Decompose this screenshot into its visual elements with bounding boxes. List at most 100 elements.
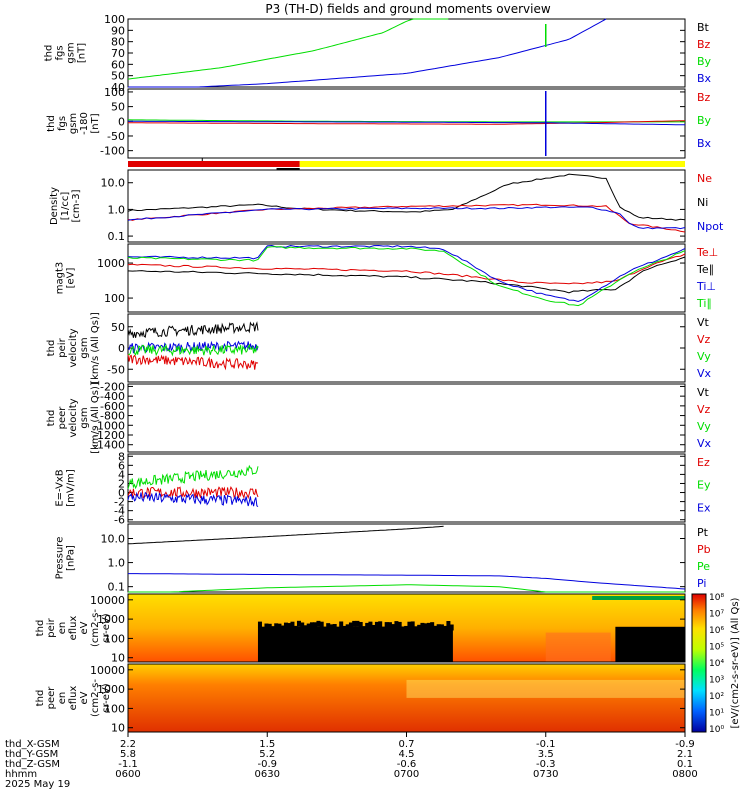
colorbar-tick-label: 10² [709, 692, 724, 702]
mode-bar-segment [128, 161, 300, 167]
series-Pe-line [128, 584, 685, 593]
legend-entry: Npot [697, 220, 724, 233]
series-Pt-line [127, 525, 444, 545]
panel-density: 10.0 1.0 0.1 Density [1/cc] [cm-3] Ne Ni Npot [49, 169, 724, 243]
y-tick-label: 100 [104, 13, 125, 26]
spectrogram-gap-edge [394, 621, 399, 628]
series-Ti∥-line [127, 246, 686, 307]
panel-frame [127, 523, 686, 593]
y-tick-label: 6 [118, 459, 125, 472]
legend-entry: Pi [697, 577, 706, 590]
y-tick-label: 10000 [90, 594, 125, 607]
x-tick-label: -0.3 [536, 759, 556, 770]
spectrogram-gap-edge [293, 625, 298, 632]
y-axis-title-line: en [57, 692, 68, 705]
spectrogram-gap-edge [417, 624, 422, 631]
spectrogram-gap-edge [270, 626, 275, 633]
spectrogram-gap-edge [261, 626, 266, 633]
colorbar-tick-label: 10⁶ [709, 626, 724, 636]
y-tick-label: 10 [111, 722, 125, 735]
y-tick-label: 1.0 [108, 203, 126, 216]
y-axis-title-line: thd [46, 115, 57, 132]
panel-frame [127, 169, 686, 243]
y-tick-label: 80 [111, 36, 125, 49]
y-tick-label: 100 [104, 632, 125, 645]
x-tick-label: 0600 [115, 769, 140, 780]
spectrogram-gap-edge [352, 620, 357, 627]
y-axis-title-line: thd [35, 690, 46, 707]
spectrogram-gap-edge [391, 624, 396, 631]
colorbar-gradient [691, 593, 707, 733]
y-tick-label: 90 [111, 24, 125, 37]
spectrogram-gap-edge [384, 622, 389, 629]
spectrogram-feature [545, 632, 611, 662]
legend-entry: Te∥ [696, 263, 714, 276]
panel-temperature: 1000 100 magt3 [eV] Te⊥ Te∥ Ti⊥ Ti∥ [55, 243, 718, 313]
y-axis-title-line: [nT] [77, 43, 88, 63]
y-axis-title-line: gsm [68, 113, 79, 134]
y-axis-title-line: gsm [79, 337, 90, 358]
x-tick-label: 0730 [533, 769, 558, 780]
spectrogram-gap-edge [381, 626, 386, 633]
spectrogram-gap-edge [374, 621, 379, 628]
y-axis-title-line: thd [35, 620, 46, 637]
y-axis-title-line: gsm [66, 42, 77, 63]
y-tick-label: 40 [111, 81, 125, 94]
spectrogram-gap-edge [264, 623, 269, 630]
panel-frame [127, 18, 686, 88]
series-Vy-line [127, 343, 259, 357]
spectrogram-gap-edge [313, 622, 318, 629]
legend-entry: Ez [697, 456, 710, 469]
series-Ey-line [127, 464, 259, 490]
y-tick-label: 100 [104, 86, 125, 99]
panel-peir_spec: 10000 1000 100 10 thd peir en eflux eV (cm2-s-sr-… [35, 593, 686, 665]
series-Pi-line [128, 573, 686, 590]
series-Te∥-line [127, 256, 686, 294]
y-axis-title-line: velocity [68, 328, 79, 367]
y-axis-title-line: eV [79, 621, 90, 634]
spectrogram-gap-edge [342, 625, 347, 632]
y-tick-label: 0 [118, 115, 125, 128]
spectrogram-gap-edge [449, 624, 454, 631]
y-axis-title-line: peer [46, 686, 57, 710]
y-tick-label: -800 [100, 410, 125, 423]
spectrogram-gap-edge [257, 621, 262, 628]
orbit-row-label: hhmm [5, 769, 37, 780]
x-tick-label: 0.7 [399, 739, 415, 750]
legend-entry: Ex [697, 501, 711, 514]
y-axis-title-line: [1/cc] [60, 192, 71, 221]
y-tick-label: 1000 [97, 613, 125, 626]
series-Ti⊥-line [127, 244, 686, 303]
y-axis-title-line: thd [46, 340, 57, 357]
y-axis-title-line: [eV] [66, 268, 77, 289]
y-tick-label: 1000 [97, 683, 125, 696]
spectrogram-gap-edge [433, 625, 438, 632]
spectrogram-gap-edge [400, 626, 405, 633]
colorbar-label: [eV/(cm2-s-sr-eV)] (All Qs) [730, 597, 741, 728]
legend-entry: By [697, 55, 712, 68]
x-tick-label: 5.8 [120, 749, 136, 760]
series-Ni-line [127, 173, 686, 221]
spectrogram-gap-edge [443, 625, 448, 632]
y-tick-label: 60 [111, 58, 125, 71]
spectrogram-gap-edge [277, 623, 282, 630]
y-tick-label: 50 [111, 321, 125, 334]
spectrogram-gap-edge [439, 624, 444, 631]
date-label: 2025 May 19 [5, 779, 70, 790]
legend-entry: Te⊥ [696, 246, 718, 259]
legend-entry: Bx [697, 137, 712, 150]
y-axis-title-line: eV [79, 691, 90, 704]
x-tick-label: 3.5 [538, 749, 554, 760]
y-axis-title-line: fgs [55, 45, 66, 60]
spectrogram-gap-edge [267, 623, 272, 630]
legend-entry: Vx [697, 367, 712, 380]
y-axis-title-line: [nT] [90, 113, 101, 133]
y-axis-title-line: sr-eV) [101, 613, 112, 642]
spectrogram-feature [406, 679, 685, 698]
y-tick-label: -1000 [93, 419, 125, 432]
y-axis-title-line: thd [46, 410, 57, 427]
y-axis-title-line: eflux [68, 686, 79, 711]
spectrogram-gap-edge [319, 621, 324, 628]
legend-entry: Vy [697, 420, 711, 433]
